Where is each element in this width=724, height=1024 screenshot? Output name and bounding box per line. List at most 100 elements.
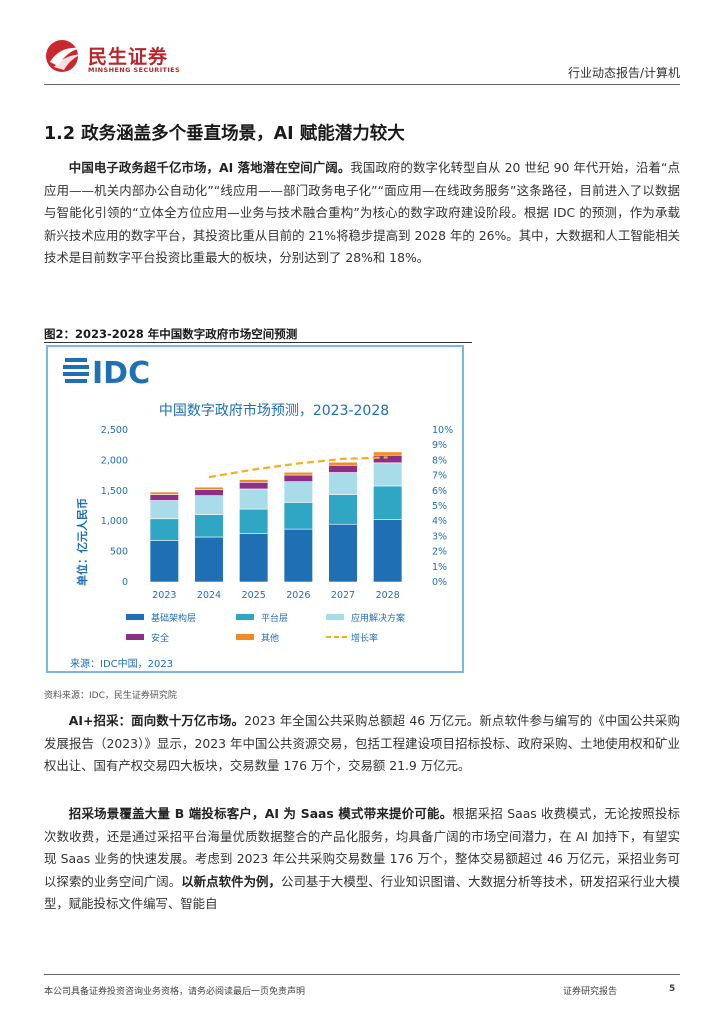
x-tick-label: 2024	[197, 590, 221, 601]
x-axis-ticks: 2023 2024 2025 2026 2027 2028	[152, 590, 400, 601]
footer-report-type: 证券研究报告	[563, 987, 618, 997]
legend-swatch	[236, 634, 254, 640]
bar-segment	[283, 528, 313, 583]
chart-source-inner: 来源：IDC中国，2023	[70, 657, 173, 670]
minsheng-logo-icon	[46, 40, 82, 72]
bar-segment	[328, 464, 358, 473]
bar-segment	[283, 474, 313, 482]
y2-tick-label: 3%	[432, 531, 447, 542]
bar-segment	[149, 500, 179, 520]
y2-tick-label: 5%	[432, 501, 447, 512]
paragraph-1: 中国电子政务超千亿市场，AI 落地潜在空间广阔。我国政府的数字化转型自从 20 …	[44, 157, 680, 270]
figure-caption: 图2：2023-2028 年中国数字政府市场空间预测	[44, 327, 298, 341]
y2-tick-label: 0%	[432, 577, 447, 588]
bar-segment	[283, 502, 313, 530]
legend-label: 增长率	[351, 632, 378, 644]
paragraph-3-body: 根据采招 Saas 收费模式，无论按照投标次数收费，还是通过采招平台海量优质数据…	[44, 806, 681, 889]
y2-tick-label: 10%	[432, 425, 453, 436]
figure-frame	[46, 345, 464, 673]
section-heading: 1.2 政务涵盖多个垂直场景，AI 赋能潜力较大	[44, 124, 405, 144]
bar-segment	[194, 536, 224, 583]
bar-segment	[373, 519, 403, 583]
y2-tick-label: 1%	[432, 562, 447, 573]
idc-logo-text: IDC	[92, 356, 150, 391]
y2-tick-label: 2%	[432, 547, 447, 558]
bar-segment	[149, 540, 179, 583]
legend-swatch	[126, 634, 144, 640]
paragraph-2-lead: AI+招采：面向数十万亿市场。	[68, 713, 245, 728]
bar-segment	[194, 489, 224, 496]
paragraph-3-highlight: 以新点软件为例，	[181, 873, 281, 889]
page-header: 民生证券 MINSHENG SECURITIES 行业动态报告/计算机	[0, 0, 724, 84]
idc-logo-icon: IDC	[63, 356, 150, 391]
legend-label: 其他	[261, 632, 279, 644]
y2-tick-label: 9%	[432, 440, 447, 451]
x-tick-label: 2028	[376, 590, 400, 601]
bar-segment	[239, 533, 269, 583]
legend-label: 安全	[151, 632, 169, 644]
y-axis-label: 单位：亿元人民币	[75, 498, 89, 586]
bar-stack-group	[149, 451, 403, 583]
y2-tick-label: 7%	[432, 471, 447, 482]
paragraph-3: 招采场景覆盖大量 B 端投标客户，AI 为 Saas 模式带来提价可能。根据采招…	[44, 803, 680, 916]
y-tick-label: 0	[122, 577, 128, 588]
paragraph-3-lead: 招采场景覆盖大量 B 端投标客户，AI 为 Saas 模式带来提价可能。	[68, 806, 453, 821]
bar-segment	[239, 481, 269, 490]
x-tick-label: 2027	[331, 590, 355, 601]
footer-divider	[44, 974, 680, 975]
bar-segment	[328, 494, 358, 525]
bar-segment	[149, 518, 179, 541]
bar-segment	[328, 523, 358, 583]
y-tick-label: 2,500	[101, 425, 128, 436]
bar-segment	[194, 486, 224, 490]
x-tick-label: 2023	[152, 590, 176, 601]
bar-segment	[283, 481, 313, 503]
paragraph-2: AI+招采：面向数十万亿市场。2023 年全国公共采购总额超 46 万亿元。新点…	[44, 710, 680, 778]
y-tick-label: 2,000	[101, 455, 128, 466]
legend-label: 应用解决方案	[351, 612, 405, 624]
y2-tick-label: 8%	[432, 455, 447, 466]
bar-segment	[239, 479, 269, 483]
brand-name-en: MINSHENG SECURITIES	[88, 66, 181, 74]
bar-segment	[149, 491, 179, 495]
y2-tick-label: 6%	[432, 486, 447, 497]
bar-segment	[373, 462, 403, 487]
bar-segment	[328, 461, 358, 466]
paragraph-3-end: 公司基于大模型、行业知识图谱、大数据分析等技术，研发招采行业大模型，赋能投标文件…	[44, 873, 681, 912]
x-tick-label: 2025	[242, 590, 266, 601]
bar-segment	[149, 494, 179, 501]
right-axis-ticks: 0% 1% 2% 3% 4% 5% 6% 7% 8% 9% 10%	[432, 425, 453, 588]
brand-name: 民生证券	[88, 46, 169, 68]
legend-swatch	[126, 614, 144, 620]
chart-title: 中国数字政府市场预测，2023-2028	[159, 402, 389, 419]
growth-line-group	[208, 456, 388, 479]
page-number: 5	[669, 984, 676, 994]
report-category: 行业动态报告/计算机	[567, 66, 680, 80]
market-forecast-chart: IDC 中国数字政府市场预测，2023-2028 单位：亿元人民币 0 500 1,…	[63, 356, 453, 670]
bar-segment	[239, 488, 269, 510]
y-tick-label: 500	[110, 547, 128, 558]
bar-segment	[239, 508, 269, 534]
paragraph-1-lead: 中国电子政务超千亿市场，AI 落地潜在空间广阔。	[68, 160, 351, 175]
bar-segment	[373, 451, 403, 456]
paragraph-2-body: 2023 年全国公共采购总额超 46 万亿元。新点软件参与编写的《中国公共采购发…	[44, 713, 680, 773]
bar-segment	[194, 514, 224, 538]
legend-label: 平台层	[261, 612, 288, 624]
y-tick-label: 1,500	[101, 486, 128, 497]
figure-source: 资料来源：IDC，民生证券研究院	[44, 691, 177, 701]
left-axis-ticks: 0 500 1,000 1,500 2,000 2,500	[101, 425, 128, 588]
bar-segment	[373, 454, 403, 464]
bar-segment	[283, 471, 313, 476]
legend-swatch	[236, 614, 254, 620]
bar-segment	[194, 495, 224, 515]
header-divider	[44, 84, 680, 85]
legend-swatch	[326, 614, 344, 620]
legend-label: 基础架构层	[151, 612, 196, 624]
y2-tick-label: 4%	[432, 516, 447, 527]
bar-segment	[373, 485, 403, 520]
y-tick-label: 1,000	[101, 516, 128, 527]
paragraph-1-body: 我国政府的数字化转型自从 20 世纪 90 年代开始，沿着“点应用——机关内部办…	[44, 160, 680, 265]
figure-top-rule	[44, 342, 472, 343]
footer-disclaimer: 本公司具备证券投资咨询业务资格，请务必阅读最后一页免责声明	[44, 987, 306, 997]
